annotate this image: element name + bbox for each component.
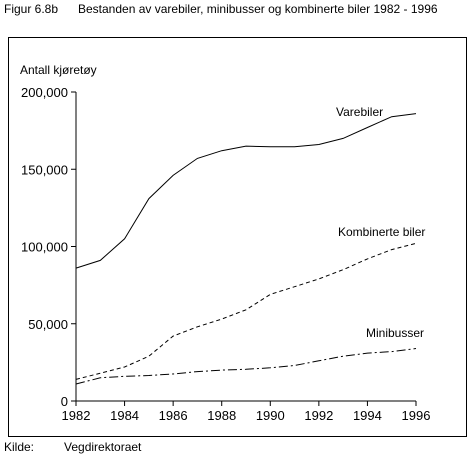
source-label: Kilde: bbox=[4, 440, 35, 454]
figure-title-text: Bestanden av varebiler, minibusser og ko… bbox=[78, 2, 438, 16]
series-layer: Varebiler Kombinerte biler Minibusser bbox=[75, 105, 425, 385]
series-line-minibusser bbox=[75, 348, 417, 385]
x-tick-label: 1984 bbox=[110, 408, 139, 423]
x-tick-label: 1994 bbox=[353, 408, 382, 423]
axes: 0 50,000 100,000 150,000 200,000 1982 1984 1986… bbox=[21, 85, 430, 423]
y-tick-label: 50,000 bbox=[28, 317, 68, 332]
y-axis-label: Antall kjøretøy bbox=[20, 63, 97, 77]
series-line-kombinerte-biler bbox=[75, 242, 417, 380]
y-tick-label: 100,000 bbox=[21, 240, 68, 255]
figure-number: Figur 6.8b bbox=[4, 2, 59, 16]
x-tick-label: 1990 bbox=[256, 408, 285, 423]
x-tick-label: 1996 bbox=[402, 408, 431, 423]
x-tick-label: 1992 bbox=[304, 408, 333, 423]
figure-title: Figur 6.8b Bestanden av varebiler, minibu… bbox=[4, 2, 438, 16]
x-tick-label: 1982 bbox=[62, 408, 91, 423]
y-tick-label: 0 bbox=[61, 394, 68, 409]
series-line-varebiler bbox=[75, 113, 417, 269]
series-label-varebiler: Varebiler bbox=[336, 105, 383, 119]
y-tick-label: 200,000 bbox=[21, 85, 68, 100]
source-value: Vegdirektoraet bbox=[64, 440, 142, 454]
series-label-kombinerte-biler: Kombinerte biler bbox=[338, 225, 425, 239]
x-tick-label: 1988 bbox=[207, 408, 236, 423]
chart-frame bbox=[8, 37, 467, 437]
x-tick-label: 1986 bbox=[159, 408, 188, 423]
source-note: Kilde: Vegdirektoraet bbox=[4, 440, 141, 454]
series-label-minibusser: Minibusser bbox=[366, 326, 424, 340]
y-tick-label: 150,000 bbox=[21, 162, 68, 177]
